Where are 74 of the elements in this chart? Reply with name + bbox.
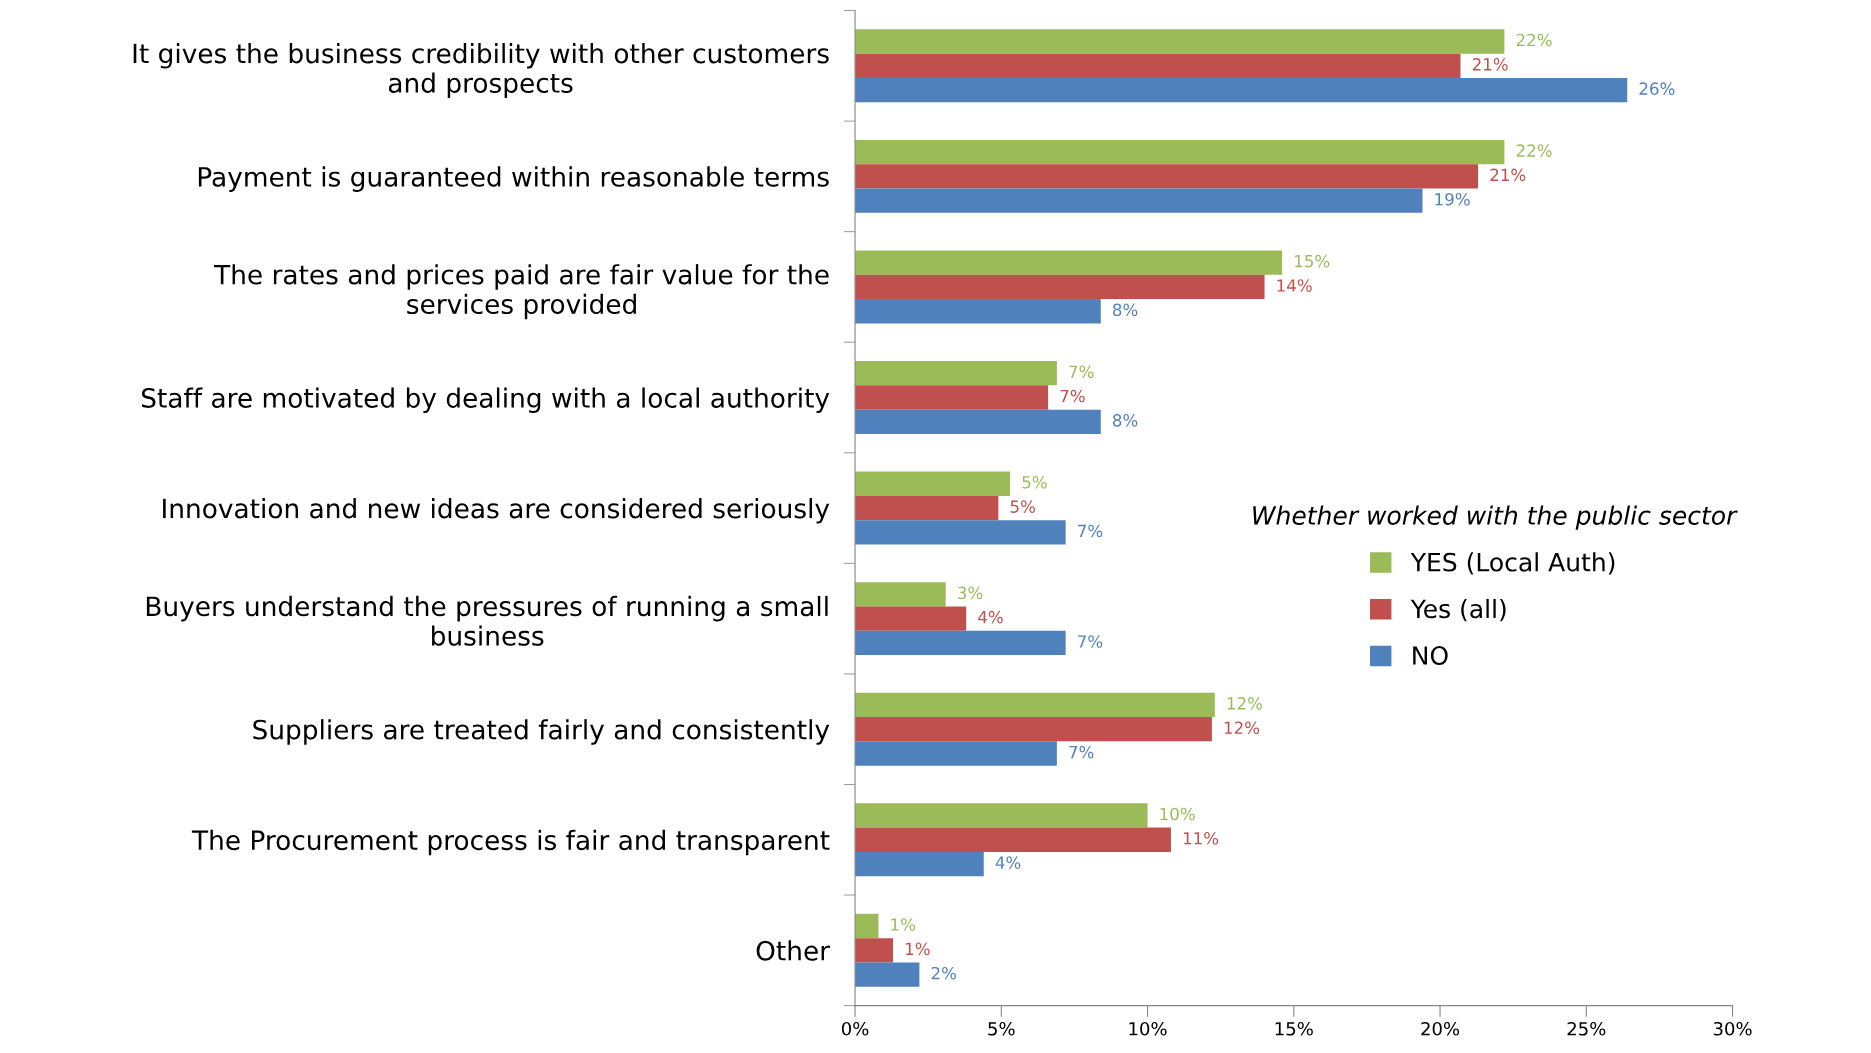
- data-label: 1%: [891, 918, 916, 931]
- bar: [855, 495, 999, 521]
- bar: [855, 53, 1461, 78]
- bar: [855, 77, 1628, 103]
- bar: [855, 913, 879, 939]
- legend-label: YES (Local Auth): [1410, 552, 1615, 575]
- data-label: 11%: [1183, 832, 1219, 845]
- bar: [855, 827, 1171, 852]
- bar: [855, 803, 1148, 828]
- data-label: 12%: [1224, 721, 1260, 735]
- y-tick-label: The Procurement process is fair and transparent: [191, 829, 830, 856]
- bar: [855, 361, 1057, 386]
- data-label: 21%: [1472, 58, 1508, 71]
- bar: [855, 164, 1479, 189]
- legend-label: Yes (all): [1410, 598, 1506, 622]
- data-label: 10%: [1160, 807, 1195, 821]
- data-label: 1%: [906, 942, 930, 956]
- bar: [855, 274, 1265, 300]
- bar: [855, 409, 1101, 434]
- data-label: 22%: [1516, 33, 1552, 47]
- y-tick-label: Other: [756, 940, 831, 961]
- data-label: 19%: [1435, 192, 1470, 206]
- bar: [855, 582, 946, 607]
- data-label: 7%: [1078, 524, 1103, 538]
- y-tick-label: Buyers understand the pressures of running a small business: [146, 595, 828, 646]
- bar: [855, 851, 984, 877]
- data-label: 4%: [995, 856, 1021, 869]
- y-tick-label: It gives the business credibility with other customers and prospects: [133, 43, 829, 99]
- x-tick-label: 0%: [841, 1021, 869, 1036]
- bar: [855, 717, 1212, 742]
- data-label: 12%: [1227, 697, 1263, 710]
- data-label: 4%: [978, 610, 1003, 624]
- data-label: 7%: [1078, 635, 1103, 648]
- data-label: 5%: [1022, 475, 1047, 489]
- bar: [855, 962, 920, 987]
- bar: [855, 250, 1283, 275]
- legend-title: Whether worked with the public sector: [1253, 505, 1738, 530]
- bar: [855, 938, 894, 963]
- bar: [855, 29, 1505, 54]
- data-label: 14%: [1277, 279, 1312, 292]
- x-tick-label: 5%: [988, 1021, 1015, 1036]
- bar: [855, 299, 1101, 324]
- y-tick-label: Suppliers are treated fairly and consistently: [253, 719, 830, 745]
- data-label: 22%: [1516, 144, 1552, 157]
- x-tick-label: 10%: [1129, 1021, 1167, 1036]
- bar: [855, 606, 967, 631]
- bar: [855, 188, 1423, 213]
- legend-label: NO: [1413, 646, 1448, 665]
- data-label: 5%: [1010, 500, 1035, 513]
- data-label: 8%: [1112, 303, 1138, 317]
- bar: [855, 139, 1505, 165]
- data-label: 15%: [1295, 254, 1330, 268]
- data-label: 2%: [931, 966, 957, 980]
- x-tick-label: 15%: [1275, 1021, 1313, 1036]
- data-label: 21%: [1490, 168, 1526, 182]
- y-tick-label: The rates and prices paid are fair value for the services provided: [214, 264, 829, 320]
- bar: [855, 630, 1066, 656]
- bar: [855, 692, 1215, 718]
- bar: [855, 385, 1049, 410]
- data-label: 3%: [958, 586, 983, 600]
- data-label: 7%: [1069, 365, 1094, 379]
- data-label: 7%: [1069, 745, 1094, 759]
- data-label: 7%: [1060, 389, 1085, 403]
- y-tick-label: Payment is guaranteed within reasonable terms: [198, 166, 829, 192]
- y-tick-label: Innovation and new ideas are considered seriously: [163, 498, 830, 524]
- y-tick-label: Staff are motivated by dealing with a local authority: [141, 387, 830, 414]
- x-tick-label: 20%: [1421, 1021, 1460, 1036]
- data-label: 26%: [1639, 82, 1675, 95]
- bar: [855, 741, 1057, 766]
- bar: [855, 471, 1011, 496]
- bar: [855, 520, 1066, 545]
- x-tick-label: 30%: [1713, 1021, 1752, 1036]
- x-tick-label: 25%: [1567, 1021, 1606, 1036]
- data-label: 8%: [1112, 414, 1138, 427]
